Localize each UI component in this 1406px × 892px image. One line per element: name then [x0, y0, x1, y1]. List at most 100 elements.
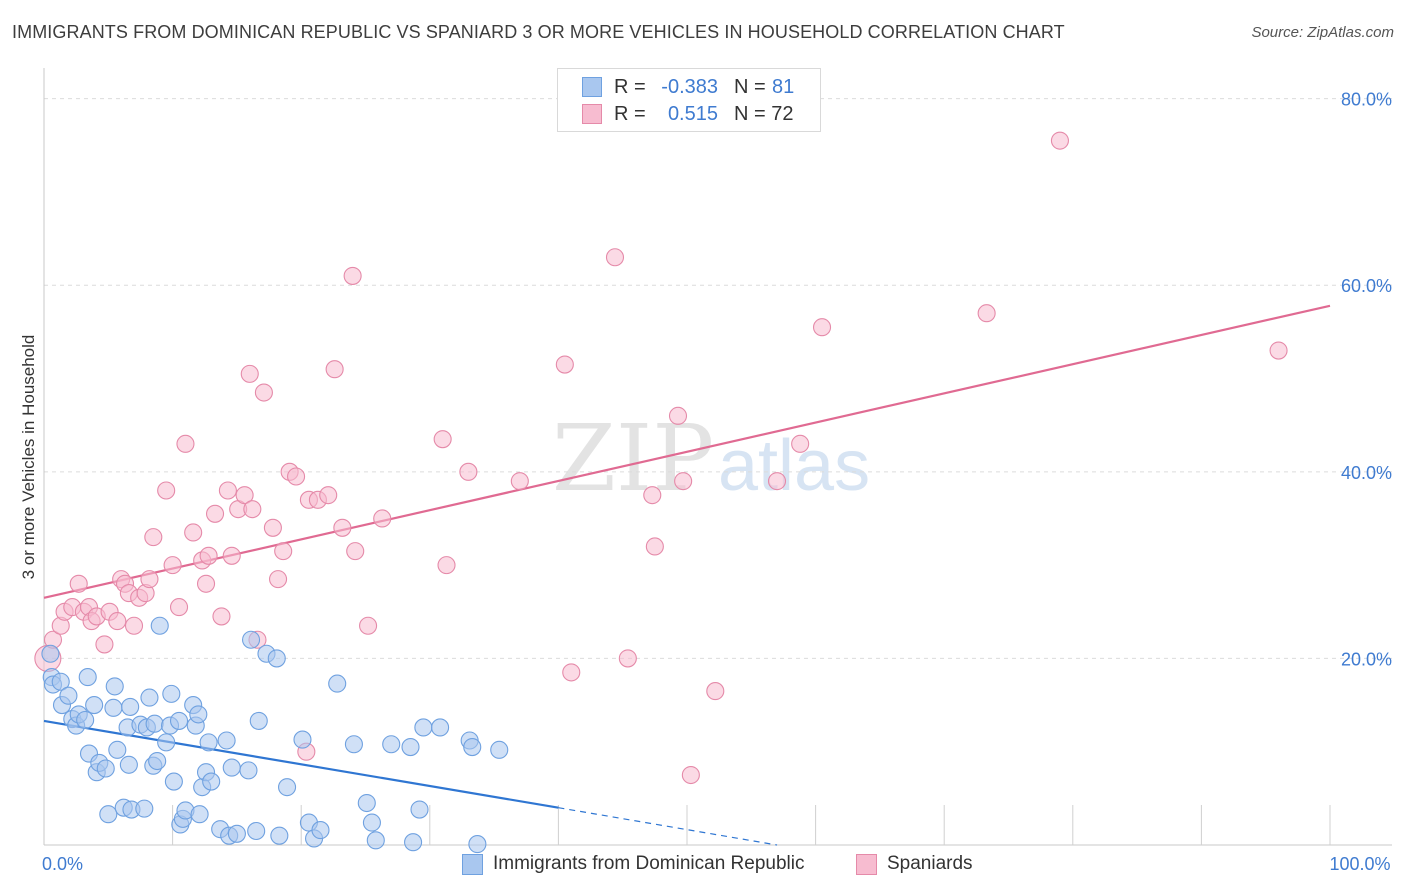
point-dominican [78, 668, 97, 687]
point-spaniard [674, 472, 693, 491]
point-spaniard [618, 649, 637, 668]
point-spaniard [668, 406, 688, 425]
legend-row-spaniards: R = 0.515 N = 72 [582, 101, 793, 127]
bottom-legend-label-spaniards: Spaniards [887, 853, 973, 874]
point-dominican [293, 730, 312, 749]
point-spaniard [1050, 131, 1069, 150]
point-spaniard [437, 556, 456, 575]
point-spaniard [706, 682, 725, 701]
point-dominican [190, 805, 209, 824]
point-spaniard [176, 434, 195, 453]
point-dominican [76, 710, 95, 730]
legend-r-label: R = [614, 75, 646, 98]
point-dominican [164, 772, 183, 791]
point-spaniard [243, 500, 262, 519]
point-dominican [382, 735, 401, 754]
point-spaniard [325, 360, 344, 379]
point-dominican [99, 805, 118, 824]
y-tick-label: 20.0% [1341, 649, 1392, 669]
point-spaniard [373, 509, 392, 528]
point-dominican [249, 711, 268, 730]
correlation-legend: R = -0.383 N = 81 R = 0.515 N = 72 [557, 68, 821, 132]
y-tick-label: 60.0% [1341, 276, 1392, 296]
point-dominican [366, 831, 385, 850]
point-spaniard [108, 612, 127, 631]
point-spaniard [287, 467, 306, 486]
point-spaniard [791, 434, 810, 453]
x-tick-label: 0.0% [42, 854, 83, 874]
bottom-legend-label-dominican: Immigrants from Dominican Republic [493, 853, 805, 874]
point-dominican [241, 630, 261, 649]
point-dominican [162, 684, 181, 703]
point-dominican [311, 821, 330, 840]
point-spaniard [95, 635, 114, 654]
point-spaniard [235, 486, 254, 505]
point-dominican [362, 813, 381, 832]
point-spaniard [163, 556, 182, 575]
trend-line-dominican-extrapolated [558, 807, 778, 846]
point-spaniard [510, 472, 529, 491]
legend-r-label: R = [614, 102, 646, 125]
source-label: Source: ZipAtlas.com [1251, 24, 1394, 41]
point-spaniard [555, 355, 574, 374]
point-dominican [189, 705, 208, 724]
bottom-legend-spaniards: Spaniards [856, 851, 973, 877]
point-spaniard [977, 304, 996, 323]
point-spaniard [184, 523, 203, 542]
point-dominican [121, 697, 140, 716]
point-spaniard [169, 598, 189, 617]
point-spaniard [222, 546, 241, 565]
point-dominican [119, 755, 138, 774]
tick-labels: 20.0% 40.0% 60.0% 80.0% 0.0% 100.0% [42, 90, 1392, 874]
point-dominican [145, 714, 164, 733]
point-spaniard [346, 542, 365, 561]
legend-row-dominican: R = -0.383 N = 81 [582, 74, 802, 100]
point-dominican [135, 799, 154, 818]
point-dominican [270, 826, 289, 845]
point-spaniard [144, 528, 163, 547]
point-spaniard [157, 481, 176, 500]
point-spaniard [140, 570, 159, 589]
point-spaniard [212, 607, 231, 626]
y-tick-label: 40.0% [1341, 463, 1392, 483]
y-tick-label: 80.0% [1341, 90, 1392, 110]
point-dominican [157, 733, 176, 752]
point-spaniard [254, 383, 273, 402]
point-dominican [401, 737, 420, 757]
point-dominican [105, 677, 124, 696]
point-spaniard [333, 518, 352, 537]
watermark-zip: ZIP [552, 405, 714, 512]
point-spaniard [218, 481, 237, 500]
legend-r-value: -0.383 [661, 75, 718, 98]
bottom-legend-swatch-spaniards [856, 853, 877, 875]
point-dominican [59, 686, 78, 705]
point-spaniard [359, 616, 378, 635]
y-axis-label: 3 or more Vehicles in Household [19, 335, 38, 580]
point-spaniard [681, 765, 700, 785]
point-dominican [104, 698, 123, 717]
point-spaniard [433, 430, 452, 449]
axes [43, 68, 1392, 846]
point-spaniard [319, 486, 338, 505]
point-spaniard [269, 570, 288, 589]
point-spaniard [605, 248, 625, 267]
point-dominican [199, 733, 218, 752]
point-dominican [148, 751, 167, 771]
legend-r-value: 0.515 [667, 102, 718, 125]
point-spaniard [562, 663, 581, 682]
point-dominican [431, 718, 450, 737]
legend-swatch-spaniards [582, 104, 602, 124]
point-dominican [108, 740, 127, 759]
point-spaniard [124, 616, 144, 635]
point-dominican [490, 740, 509, 759]
point-spaniard [645, 537, 664, 556]
point-spaniard [459, 462, 478, 481]
point-dominican [328, 674, 347, 693]
legend-n-value: 81 [772, 75, 795, 98]
bottom-legend-swatch-dominican [462, 853, 483, 875]
point-dominican [41, 644, 60, 663]
legend-swatch-dominican [582, 77, 602, 97]
point-dominican [414, 718, 433, 737]
scatter-points [34, 131, 1288, 854]
